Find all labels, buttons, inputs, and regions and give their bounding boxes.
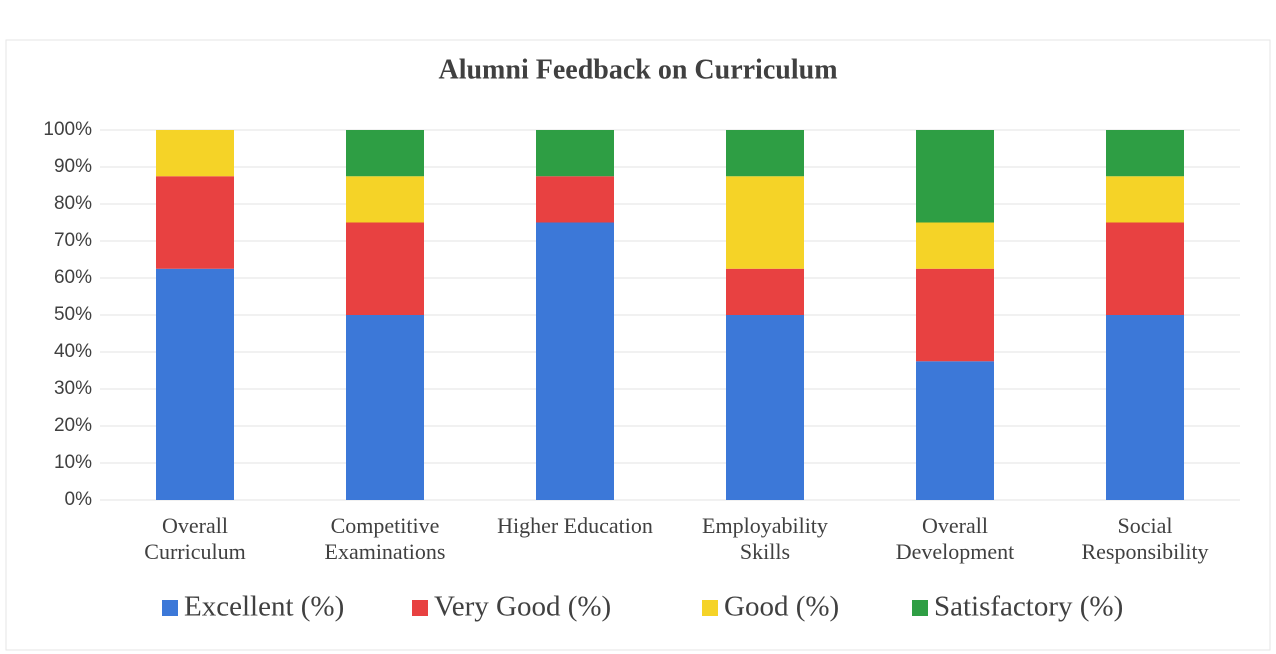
bar-segment (536, 176, 614, 223)
y-tick-label: 30% (54, 378, 92, 399)
bar-segment (346, 315, 424, 500)
y-tick-label: 70% (54, 230, 92, 251)
legend-label: Satisfactory (%) (934, 591, 1123, 623)
bar-segment (156, 130, 234, 177)
x-tick-label: Higher Education (497, 513, 653, 538)
bar-segment (726, 130, 804, 177)
legend-label: Very Good (%) (434, 591, 611, 623)
legend-label: Good (%) (724, 591, 839, 623)
bar-segment (536, 222, 614, 500)
legend-swatch (702, 600, 718, 616)
legend-swatch (162, 600, 178, 616)
bar-segment (156, 268, 234, 500)
bar-segment (536, 130, 614, 177)
y-tick-label: 60% (54, 267, 92, 288)
x-tick-label: Competitive Examinations (325, 513, 446, 564)
bar-segment (1106, 130, 1184, 177)
x-tick-label: Social Responsibility (1081, 513, 1208, 564)
bar-segment (156, 176, 234, 269)
legend-swatch (912, 600, 928, 616)
bar-segment (916, 222, 994, 269)
chart-title: Alumni Feedback on Curriculum (438, 54, 837, 85)
bar-segment (346, 130, 424, 177)
y-tick-label: 10% (54, 452, 92, 473)
bar-segment (916, 130, 994, 223)
bar-segment (1106, 176, 1184, 223)
bar-segment (346, 222, 424, 315)
y-tick-label: 90% (54, 156, 92, 177)
y-tick-label: 80% (54, 193, 92, 214)
bar-segment (726, 176, 804, 269)
x-tick-label: Overall Curriculum (144, 513, 245, 564)
legend-label: Excellent (%) (184, 591, 344, 623)
legend-swatch (412, 600, 428, 616)
bar-segment (1106, 222, 1184, 315)
x-tick-label: Overall Development (896, 513, 1015, 564)
bar-segment (1106, 315, 1184, 500)
bar-segment (916, 361, 994, 500)
y-tick-label: 40% (54, 341, 92, 362)
x-tick-label: Employability Skills (702, 513, 828, 564)
bar-segment (916, 268, 994, 362)
y-tick-label: 0% (65, 489, 93, 510)
bar-segment (346, 176, 424, 223)
y-tick-label: 50% (54, 304, 92, 325)
y-tick-label: 20% (54, 415, 92, 436)
bar-segment (726, 315, 804, 500)
y-tick-label: 100% (43, 119, 92, 140)
bar-segment (726, 268, 804, 315)
